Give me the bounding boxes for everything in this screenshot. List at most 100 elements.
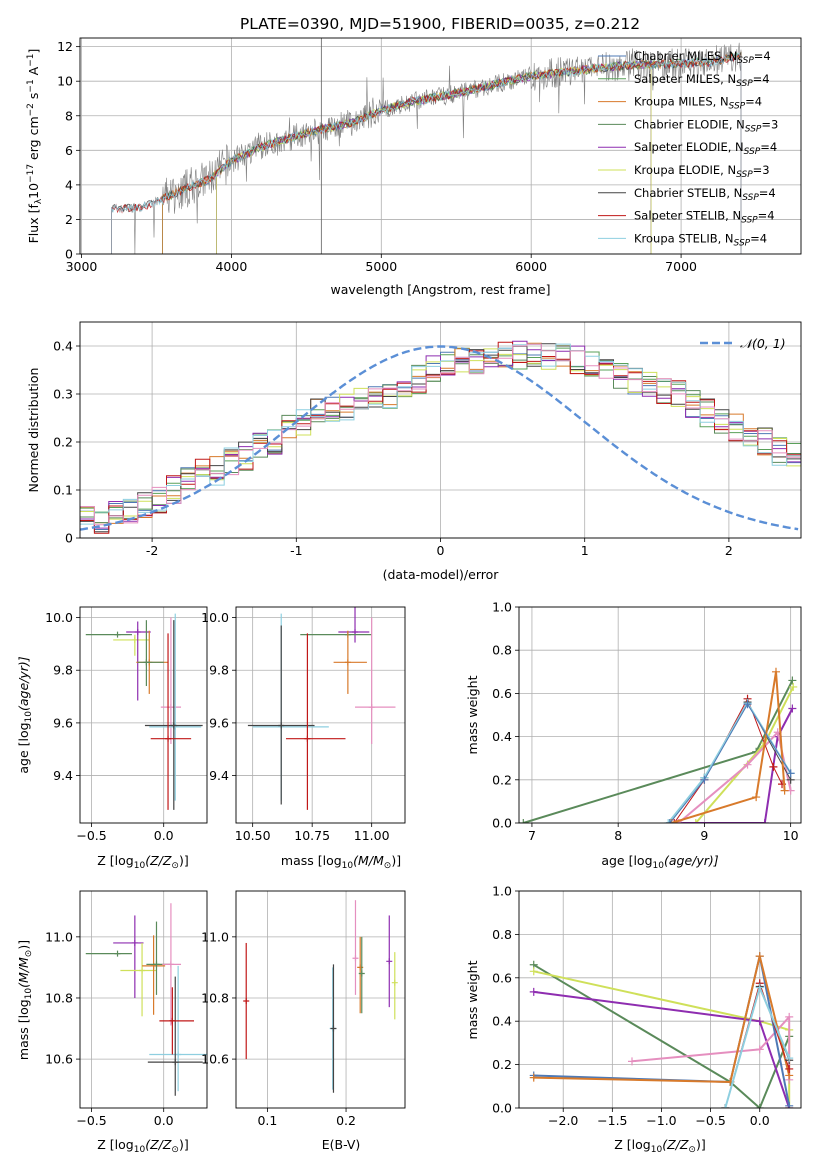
spectrum-ytick-label: 10 (57, 74, 73, 89)
weight-vs-age-marker-4-0 (670, 819, 679, 823)
plots-layer: 3000 4000 5000 6000 7000024681012wavelength … (16, 37, 802, 1155)
legend-label-2-part: Kroupa MILES, N (634, 95, 729, 109)
residuals-panel: -2 -1 0 1 2 0 0.1 0.2 0.3 0.4 𝒩(0, 1) (data-model)/… (26, 321, 802, 582)
weight-vs-z-marker-5-0 (529, 1073, 538, 1082)
weight-vs-z-xtick-label: −0.5 (695, 1113, 725, 1128)
weight-vs-age-marker-1-2 (789, 682, 798, 691)
weight-vs-z-xtick-label: 0.0 (750, 1113, 770, 1128)
age-vs-mass-xlabel-part: ⊙ (384, 861, 392, 871)
legend-label-0-part: =4 (754, 49, 771, 63)
spectrum-xtick-label: 7000 (665, 259, 697, 274)
age-vs-mass-point-3 (368, 704, 375, 711)
residuals-xtick-label: 2 (725, 543, 733, 558)
legend-label-2-part: =4 (745, 95, 762, 109)
spectrum-panel: 3000 4000 5000 6000 7000 0 2 4 6 8 10 12 wavelength … (26, 37, 802, 297)
age-vs-z-point-6 (172, 723, 179, 730)
age-vs-mass-point-5 (278, 722, 285, 729)
mass-vs-z-ytick-label: 11.0 (45, 929, 73, 944)
mass-vs-z-ylabel-part: )] (16, 940, 31, 950)
model-line-5 (216, 60, 652, 254)
weight-vs-z-marker-4-3 (785, 1101, 794, 1108)
weight-vs-age-ytick-label: 0.4 (492, 729, 512, 744)
weight-vs-age-xlabel-part: 10 (653, 861, 665, 871)
age-vs-z-plot-area (85, 613, 203, 810)
mass-vs-ebv-panel: 0.1 0.2 10.6 10.8 11.0 E(B-V) (201, 890, 406, 1152)
weight-vs-z-xtick-label: −1.5 (597, 1113, 627, 1128)
mass-vs-z-ylabel-part: 10 (24, 988, 34, 1000)
spectrum-ytick-label: 4 (65, 177, 73, 192)
mass-vs-z-xlabel-part: (Z/Z (145, 1137, 172, 1152)
legend-label-0: Chabrier MILES, NSSP=4 (634, 49, 771, 66)
weight-vs-z-series-0 (533, 963, 791, 1108)
mass-vs-z-point-8 (169, 1017, 176, 1024)
spectrum-ylabel-part: erg cm (26, 116, 41, 164)
age-vs-z-panel: −0.5 0.09.49.69.810.0Z [log10(Z/Z⊙)]age [… (16, 606, 208, 871)
weight-vs-age-marker-7-3 (780, 786, 789, 795)
legend-label-4-part: SSP (744, 147, 761, 157)
age-vs-mass-plot-area (247, 607, 396, 810)
mass-vs-z-xlabel: Z [log10(Z/Z⊙)] (97, 1137, 188, 1155)
mass-vs-z-xlabel-part: ⊙ (171, 1145, 179, 1155)
residuals-ytick-label: 0 (65, 531, 73, 546)
residuals-ytick-label: 0.1 (53, 483, 73, 498)
legend-label-1-part: =4 (753, 72, 770, 86)
age-vs-mass-xlabel-part: 10 (342, 861, 354, 871)
residuals-xtick-label: -1 (290, 543, 302, 558)
mass-vs-z-grid (80, 891, 207, 1108)
legend-label-2: Kroupa MILES, NSSP=4 (634, 95, 762, 112)
spectrum-xtick-label: 5000 (365, 259, 397, 274)
age-vs-mass-xlabel-part: (M/M (353, 853, 384, 868)
model-line-4 (216, 59, 652, 254)
weight-vs-age-marker-7-1 (752, 793, 761, 802)
legend-label-6-part: Chabrier STELIB, N (634, 186, 742, 200)
hist-ylabel: Normed distribution (26, 368, 41, 493)
weight-vs-age-xtick-label: 7 (528, 828, 536, 843)
weight-vs-z-marker-6-2 (785, 1064, 794, 1073)
spectrum-xtick-label: 6000 (515, 259, 547, 274)
weight-vs-age-xtick-label: 10 (783, 828, 799, 843)
age-vs-z-xlabel-part: Z [log (97, 853, 133, 868)
mass-vs-z-point-6 (175, 1051, 182, 1058)
weight-vs-z-marker-0-2 (755, 1104, 764, 1108)
legend-label-6-part: SSP (742, 193, 759, 203)
weight-vs-age-series-8 (669, 703, 792, 823)
age-vs-mass-xtick-label: 10.50 (235, 828, 271, 843)
weight-vs-z-xlabel-part: (Z/Z (662, 1137, 689, 1152)
weight-vs-age-marker-8-1 (700, 775, 709, 784)
age-vs-mass-grid (236, 607, 405, 823)
weight-vs-age-marker-1-0 (691, 819, 700, 823)
age-vs-z-point-5 (167, 704, 174, 711)
normal-legend-label: 𝒩(0, 1) (740, 336, 786, 351)
legend-label-5-part: SSP (736, 170, 753, 180)
mass-vs-ebv-plot-area (243, 900, 398, 1093)
age-vs-z-xlabel-part: (Z/Z (145, 853, 172, 868)
mass-vs-z-point-5 (167, 961, 174, 968)
residuals-plot-area (80, 340, 801, 534)
weight-vs-z-ytick-label: 0.4 (492, 1014, 512, 1029)
weight-vs-z-series-8 (724, 986, 791, 1108)
weight-vs-z-series-7 (724, 986, 790, 1108)
weight-vs-age-ytick-label: 0.8 (492, 643, 512, 658)
age-vs-z-xlabel-part: 10 (134, 861, 146, 871)
normal-curve (80, 345, 799, 531)
weight-vs-z-marker-2-1 (755, 1017, 764, 1026)
weight-vs-z-marker-8-1 (755, 983, 764, 992)
spectrum-plot-area (111, 38, 742, 254)
age-vs-z-xlabel-part: )] (179, 853, 189, 868)
legend-label-0-part: SSP (737, 56, 754, 66)
weight-vs-age-marker-6-0 (664, 819, 673, 823)
mass-vs-z-point-0 (114, 950, 121, 957)
spectrum-ylabel-part: λ (34, 198, 44, 204)
spectrum-ytick-label: 8 (65, 108, 73, 123)
residuals-ytick-label: 0.3 (53, 387, 73, 402)
legend-label-8-part: =4 (750, 231, 767, 245)
weight-vs-z-series-5 (533, 955, 791, 1083)
weight-vs-age-marker-8-2 (743, 700, 752, 709)
mass-vs-ebv-point-6 (386, 958, 393, 965)
legend-label-7-part: Salpeter STELIB, N (634, 209, 741, 223)
weight-vs-z-ytick-label: 0.2 (492, 1057, 512, 1072)
weight-vs-age-marker-0-0 (519, 819, 528, 823)
weight-vs-z-marker-3-0 (627, 1057, 636, 1066)
weight-vs-z-ytick-label: 0.8 (492, 927, 512, 942)
